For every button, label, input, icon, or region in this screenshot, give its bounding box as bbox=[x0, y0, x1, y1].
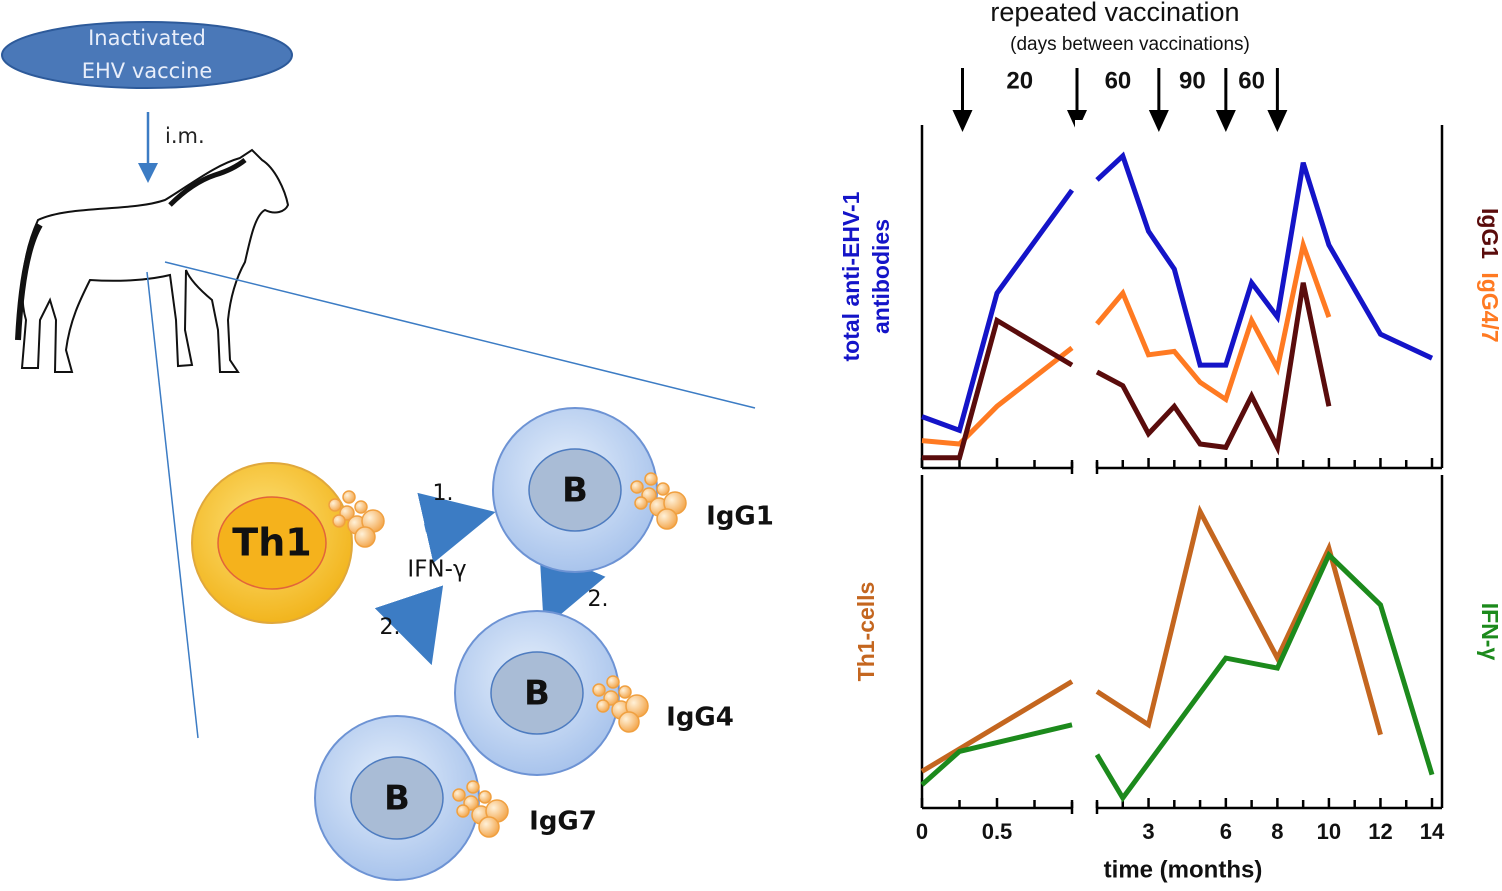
granule bbox=[592, 683, 606, 697]
granule bbox=[596, 699, 610, 713]
granule bbox=[656, 508, 678, 530]
series-line bbox=[921, 151, 1434, 434]
y-label: total anti-EHV-1 bbox=[838, 191, 864, 361]
x-tick-label: 6 bbox=[1220, 819, 1232, 844]
vaccine-ellipse bbox=[1, 21, 293, 89]
granule bbox=[634, 496, 648, 510]
b-label: B bbox=[524, 674, 550, 714]
granule bbox=[452, 788, 466, 802]
y-label: antibodies bbox=[868, 219, 894, 334]
y-label: Th1-cells bbox=[853, 582, 879, 682]
diagram: Inactivated EHV vaccine i.m. Th1 1. IFN-… bbox=[1, 21, 774, 881]
x-tick-label: 8 bbox=[1271, 819, 1283, 844]
b-nucleus bbox=[528, 448, 622, 532]
axis-break bbox=[1075, 470, 1095, 799]
x-tick-label: 3 bbox=[1142, 819, 1154, 844]
x-tick-label: 0 bbox=[916, 819, 928, 844]
antibody-label: IgG7 bbox=[529, 807, 597, 837]
x-tick-label: 14 bbox=[1420, 819, 1445, 844]
granule bbox=[466, 780, 480, 794]
series-line bbox=[922, 282, 1332, 461]
vaccination-arrowhead bbox=[1267, 110, 1288, 132]
granule bbox=[618, 711, 640, 733]
zoom-line bbox=[146, 271, 199, 739]
step-label: 1. bbox=[433, 481, 454, 506]
vaccine-label: EHV vaccine bbox=[82, 59, 213, 83]
x-axis-label: time (months) bbox=[1104, 856, 1263, 883]
granule bbox=[644, 472, 658, 486]
b-nucleus bbox=[490, 651, 584, 735]
granule bbox=[342, 490, 356, 504]
step-label: 2. bbox=[380, 615, 401, 640]
x-tick-label: 10 bbox=[1317, 819, 1341, 844]
granule bbox=[328, 498, 342, 512]
granule bbox=[478, 790, 492, 804]
y2-label: IgG4/7 bbox=[1477, 272, 1502, 342]
interval-label: 60 bbox=[1105, 67, 1132, 94]
x-tick-label: 0.5 bbox=[982, 819, 1013, 844]
x-tick-label: 12 bbox=[1368, 819, 1392, 844]
vaccination-arrowhead bbox=[952, 110, 973, 132]
arrow bbox=[417, 492, 496, 564]
granule bbox=[630, 480, 644, 494]
cytokine-label: IFN-γ bbox=[407, 557, 466, 583]
series-line bbox=[921, 235, 1332, 447]
arrow bbox=[374, 585, 444, 666]
chart-subtitle: (days between vaccinations) bbox=[1010, 34, 1250, 55]
vaccination-arrowhead bbox=[1148, 110, 1169, 132]
b-label: B bbox=[562, 471, 588, 511]
interval-label: 60 bbox=[1238, 67, 1265, 94]
antibody-label: IgG4 bbox=[666, 703, 734, 733]
axis-break bbox=[1075, 120, 1095, 459]
granule bbox=[332, 514, 346, 528]
y2-label: IFN-γ bbox=[1477, 603, 1502, 661]
chart: repeated vaccination (days between vaccin… bbox=[838, 0, 1502, 883]
route-label: i.m. bbox=[165, 124, 205, 148]
granule bbox=[456, 804, 470, 818]
zoom-line bbox=[164, 261, 756, 409]
vaccination-arrowhead bbox=[1215, 110, 1236, 132]
vaccine-label: Inactivated bbox=[88, 26, 206, 50]
granule bbox=[354, 526, 376, 548]
interval-label: 90 bbox=[1179, 67, 1206, 94]
b-nucleus bbox=[350, 756, 444, 840]
chart-title: repeated vaccination bbox=[990, 0, 1239, 27]
arrow bbox=[539, 548, 606, 629]
th1-label: Th1 bbox=[232, 521, 311, 565]
b-label: B bbox=[384, 779, 410, 819]
granule bbox=[354, 500, 368, 514]
th1-nucleus bbox=[217, 496, 327, 590]
granule bbox=[606, 675, 620, 689]
granule bbox=[656, 482, 670, 496]
antibody-label: IgG1 bbox=[706, 502, 774, 532]
step-label: 2. bbox=[588, 587, 609, 612]
granule bbox=[618, 685, 632, 699]
y2-label: IgG1 bbox=[1477, 208, 1502, 259]
horse bbox=[15, 148, 290, 373]
interval-label: 20 bbox=[1006, 67, 1033, 94]
granule bbox=[478, 816, 500, 838]
series-line bbox=[920, 504, 1383, 774]
series-line bbox=[920, 550, 1435, 803]
